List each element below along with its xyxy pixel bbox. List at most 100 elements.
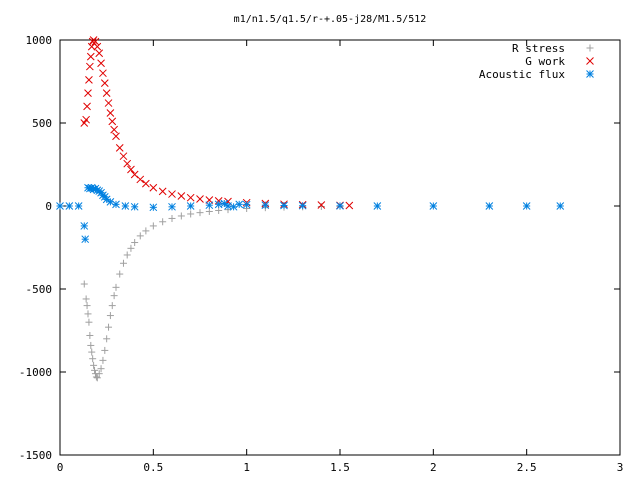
marker-stroke (142, 179, 150, 188)
data-point (187, 210, 195, 218)
data-point (112, 132, 120, 141)
marker-stroke (149, 203, 158, 212)
legend-label: Acoustic flux (479, 68, 565, 81)
marker-stroke (97, 59, 105, 68)
x-tick-label: 1 (243, 461, 250, 474)
marker-stroke (80, 222, 89, 230)
data-point (112, 283, 120, 291)
data-point (89, 355, 97, 363)
marker-stroke (81, 235, 90, 244)
marker-stroke (93, 42, 102, 51)
y-tick-label: 1000 (26, 34, 53, 47)
data-point (196, 195, 204, 203)
marker-stroke (556, 202, 565, 210)
data-point (136, 232, 144, 240)
y-tick-label: 500 (32, 117, 52, 130)
data-point (298, 201, 307, 210)
data-point (123, 251, 131, 259)
data-point (186, 202, 195, 210)
data-point (229, 202, 238, 211)
series-g-work (80, 36, 354, 210)
data-point (86, 52, 95, 61)
marker-stroke (102, 195, 111, 204)
marker-stroke (87, 42, 96, 51)
marker-stroke (106, 109, 115, 117)
series-layer (56, 36, 565, 382)
data-point (95, 49, 104, 58)
plot-frame (59, 39, 621, 456)
data-point (101, 346, 109, 354)
data-point (317, 202, 325, 210)
marker-stroke (95, 49, 104, 58)
chart-title: m1/n1.5/q1.5/r-+.05-j28/M1.5/512 (234, 14, 427, 25)
data-point (373, 202, 382, 210)
data-point (83, 302, 91, 310)
marker-stroke (110, 125, 118, 134)
marker-stroke (108, 117, 117, 126)
data-point (215, 206, 223, 214)
data-point (86, 331, 94, 339)
data-point (119, 152, 128, 161)
marker-stroke (123, 159, 132, 168)
legend-label: G work (525, 55, 565, 68)
marker-stroke (298, 201, 307, 210)
data-point (83, 102, 91, 111)
marker-stroke (586, 70, 594, 78)
data-point (91, 37, 100, 46)
series-acoustic-flux (56, 183, 565, 244)
marker-stroke (74, 202, 83, 210)
data-point (82, 115, 90, 124)
marker-stroke (102, 89, 111, 97)
marker-stroke (373, 202, 382, 210)
data-point (158, 187, 167, 196)
marker-stroke (158, 187, 167, 196)
data-point (110, 292, 118, 300)
marker-stroke (130, 202, 139, 211)
marker-stroke (317, 201, 326, 209)
x-tick-label: 3 (617, 461, 624, 474)
data-point (127, 244, 135, 252)
x-tick-label: 2.5 (517, 461, 537, 474)
marker-stroke (86, 62, 94, 71)
y-tick-label: -1000 (19, 366, 52, 379)
marker-stroke (121, 202, 130, 210)
data-point (205, 201, 214, 210)
data-point (95, 370, 103, 378)
data-point (149, 203, 158, 212)
data-point (177, 192, 186, 200)
data-point (103, 335, 111, 343)
data-point (56, 202, 64, 210)
marker-stroke (112, 132, 120, 141)
data-point (522, 202, 531, 210)
data-point (149, 222, 157, 230)
marker-stroke (91, 37, 100, 46)
legend-label: R stress (512, 42, 565, 55)
marker-stroke (168, 190, 176, 198)
data-point (429, 202, 438, 210)
axes: 0 0.5 1 1.5 2 2.5 3 1000 500 0 -500 -1000 -1500 (19, 34, 623, 474)
y-tick-label: -1500 (19, 449, 52, 462)
data-point (205, 207, 213, 215)
data-point (115, 144, 124, 152)
data-point (99, 356, 107, 364)
legend-marker (586, 57, 594, 65)
data-point (108, 302, 116, 310)
data-point (99, 69, 107, 78)
data-point (186, 193, 195, 202)
data-point (91, 366, 99, 374)
data-point (196, 209, 204, 217)
data-point (90, 361, 98, 369)
data-point (87, 341, 95, 349)
x-tick-label: 1.5 (330, 461, 350, 474)
data-point (93, 42, 102, 51)
data-point (112, 200, 120, 209)
marker-stroke (261, 201, 270, 210)
marker-stroke (56, 202, 64, 210)
data-point (127, 165, 135, 174)
data-point (85, 318, 93, 326)
marker-stroke (280, 201, 288, 210)
marker-stroke (112, 200, 120, 209)
data-point (345, 201, 354, 210)
data-point (131, 239, 139, 247)
